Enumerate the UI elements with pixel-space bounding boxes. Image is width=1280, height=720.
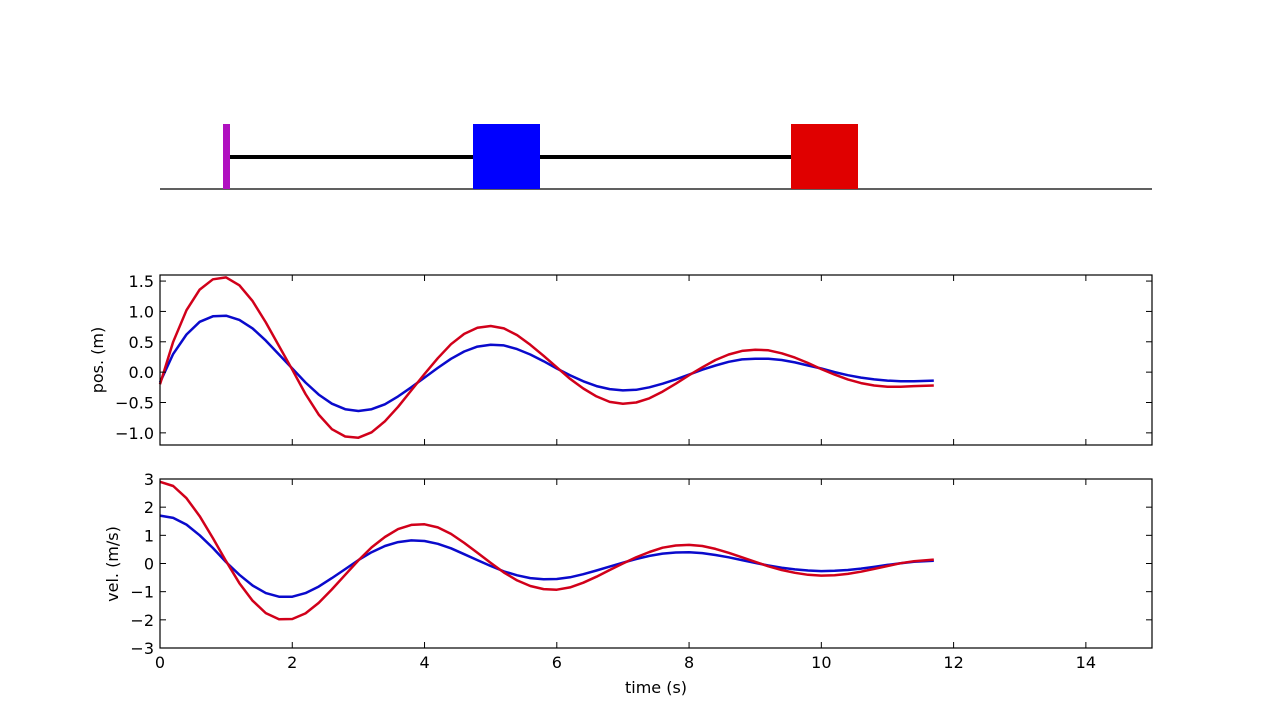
x-tick-label: 10: [811, 653, 831, 672]
position-plot-marks: −1.0 −0.5 0.0 0.5 1.0 1.5: [115, 272, 1153, 446]
velocity-ylabel: vel. (m/s): [103, 526, 122, 602]
x-tick-label: 8: [684, 653, 694, 672]
y-tick-label: 0.0: [129, 363, 154, 382]
y-tick-label: 0.5: [129, 333, 154, 352]
position-plot: −1.0 −0.5 0.0 0.5 1.0 1.5 pos. (m): [88, 272, 1153, 446]
series-line-red: [159, 480, 934, 621]
position-ylabel: pos. (m): [88, 327, 107, 394]
y-tick-label: 2: [144, 498, 154, 517]
y-tick-label: −1: [130, 583, 154, 602]
y-tick-label: 3: [144, 470, 154, 489]
plot-frame: [159, 478, 1153, 649]
y-tick-label: 1.0: [129, 302, 154, 321]
y-tick-label: −3: [130, 639, 154, 658]
x-tick-label: 0: [155, 653, 165, 672]
y-tick-label: −0.5: [115, 394, 154, 413]
y-tick-label: −1.0: [115, 424, 154, 443]
y-tick-label: −2: [130, 611, 154, 630]
y-tick-label: 1.5: [129, 272, 154, 291]
mass-spring-animation: [160, 124, 1152, 190]
series-line-blue: [158, 314, 934, 413]
mass-1-block: [473, 124, 540, 189]
x-tick-label: 6: [552, 653, 562, 672]
x-tick-label: 2: [287, 653, 297, 672]
y-tick-label: 0: [144, 555, 154, 574]
x-tick-label: 4: [419, 653, 429, 672]
series-line-blue: [159, 514, 934, 598]
x-tick-label: 14: [1076, 653, 1096, 672]
wall: [223, 124, 230, 189]
y-tick-label: 1: [144, 526, 154, 545]
time-xlabel: time (s): [625, 678, 687, 697]
mass-2-block: [791, 124, 858, 189]
x-tick-label: 12: [943, 653, 963, 672]
plot-frame: [159, 274, 1153, 446]
series-line-red: [158, 276, 934, 439]
